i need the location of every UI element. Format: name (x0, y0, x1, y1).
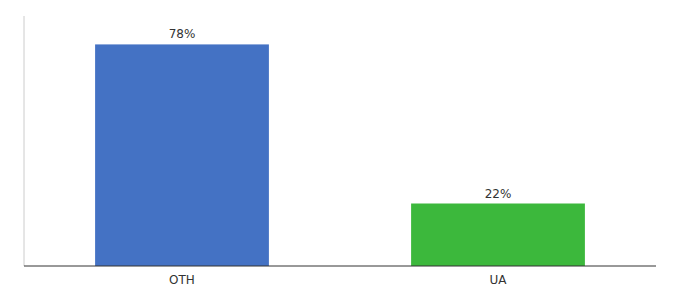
chart-svg: OTH UA 78% 22% (0, 0, 680, 300)
data-label: 78% (169, 27, 196, 41)
x-tick-label: OTH (169, 273, 195, 287)
bars (95, 44, 585, 266)
chart-container: OTH UA 78% 22% (0, 0, 680, 300)
data-label: 22% (485, 187, 512, 201)
bar (95, 44, 269, 266)
bar (411, 204, 585, 267)
y-axis-line (24, 16, 25, 266)
x-tick-label: UA (490, 273, 508, 287)
x-axis-line (24, 266, 656, 267)
